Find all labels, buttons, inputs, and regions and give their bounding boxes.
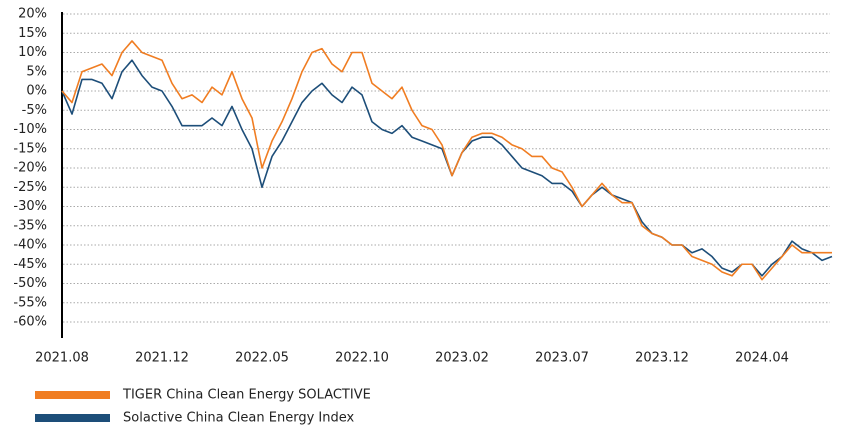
y-tick-label: 5%	[26, 64, 47, 79]
y-tick-label: -25%	[13, 180, 47, 195]
y-tick-label: -45%	[13, 257, 47, 272]
y-tick-label: 15%	[18, 26, 47, 41]
y-tick-label: 20%	[18, 7, 47, 22]
y-tick-label: -5%	[22, 103, 47, 118]
x-tick-label: 2023.02	[435, 351, 489, 366]
y-tick-label: -40%	[13, 238, 47, 253]
x-tick-label: 2022.10	[335, 351, 389, 366]
y-tick-label: -15%	[13, 141, 47, 156]
y-tick-label: 10%	[18, 45, 47, 60]
y-tick-label: -30%	[13, 199, 47, 214]
x-tick-label: 2024.04	[735, 351, 789, 366]
x-tick-label: 2023.07	[535, 351, 589, 366]
x-tick-label: 2021.08	[35, 351, 89, 366]
y-tick-label: -20%	[13, 161, 47, 176]
x-tick-label: 2022.05	[235, 351, 289, 366]
y-tick-label: -50%	[13, 276, 47, 291]
y-tick-label: -55%	[13, 295, 47, 310]
legend-swatch	[35, 414, 110, 422]
y-tick-label: -60%	[13, 315, 47, 330]
x-tick-label: 2023.12	[635, 351, 689, 366]
legend-label: Solactive China Clean Energy Index	[123, 411, 354, 426]
y-tick-label: 0%	[26, 84, 47, 99]
x-tick-label: 2021.12	[135, 351, 189, 366]
legend-swatch	[35, 391, 110, 399]
y-tick-label: -10%	[13, 122, 47, 137]
legend-label: TIGER China Clean Energy SOLACTIVE	[122, 388, 371, 403]
line-series	[61, 40, 832, 281]
y-tick-label: -35%	[13, 218, 47, 233]
